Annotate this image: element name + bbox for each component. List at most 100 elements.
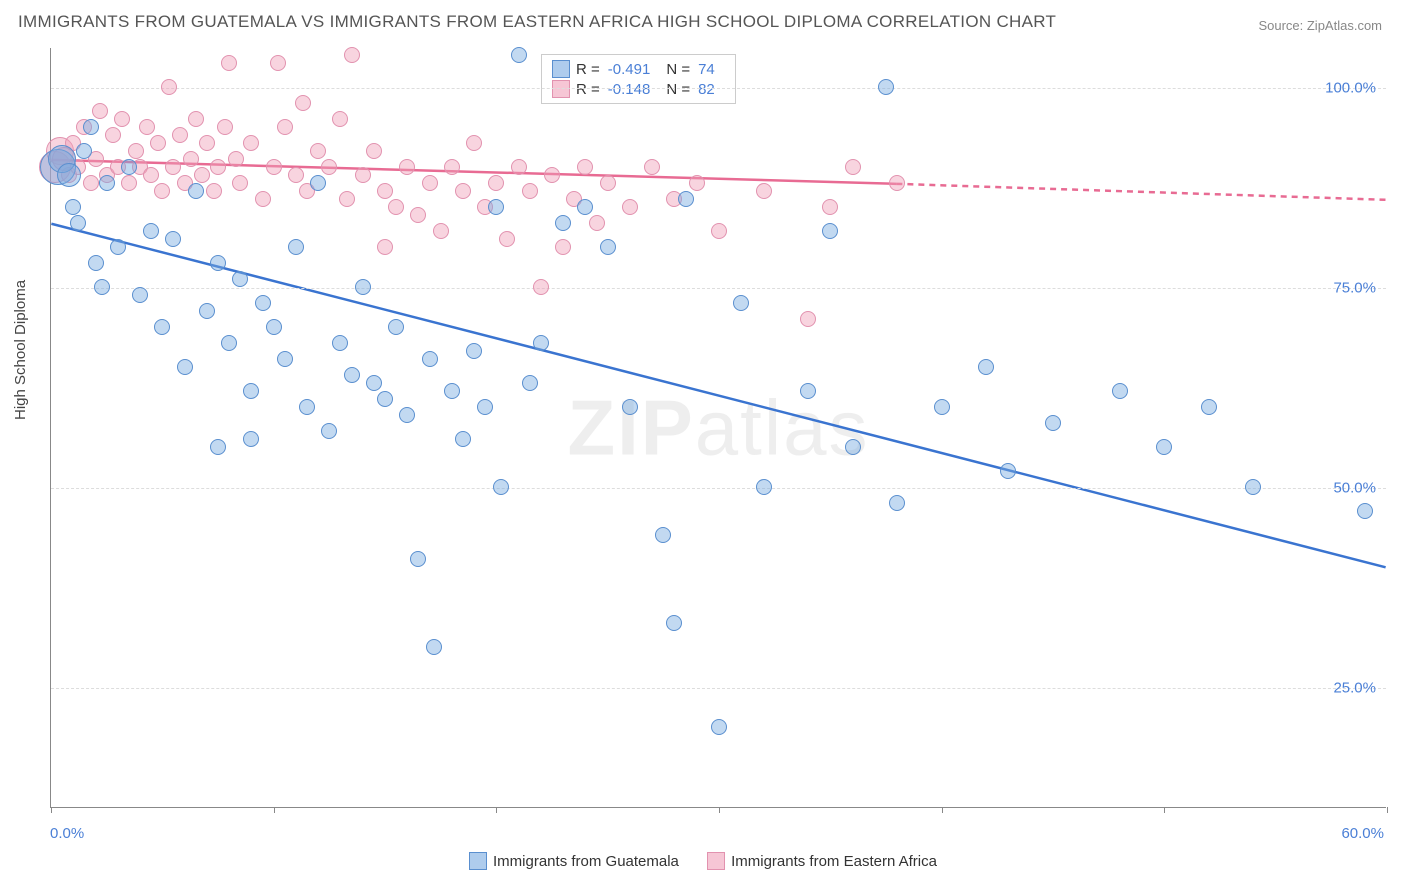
watermark: ZIPatlas [567,382,869,473]
data-point [756,183,772,199]
data-point [299,399,315,415]
x-tick [51,807,52,813]
data-point [1156,439,1172,455]
gridline [51,288,1386,289]
data-point [128,143,144,159]
gridline [51,688,1386,689]
data-point [70,215,86,231]
r-label: R = [576,81,600,98]
data-point [433,223,449,239]
data-point [377,183,393,199]
data-point [800,311,816,327]
data-point [288,167,304,183]
data-point [321,159,337,175]
data-point [266,159,282,175]
data-point [878,79,894,95]
data-point [555,215,571,231]
trend-lines [51,48,1386,807]
data-point [221,335,237,351]
data-point [889,495,905,511]
data-point [455,431,471,447]
x-tick [274,807,275,813]
data-point [150,135,166,151]
data-point [488,175,504,191]
data-point [228,151,244,167]
data-point [344,367,360,383]
r-value-eastern-africa: -0.148 [608,81,651,98]
data-point [1112,383,1128,399]
data-point [622,399,638,415]
data-point [388,319,404,335]
n-label: N = [666,81,690,98]
data-point [399,407,415,423]
swatch-eastern-africa-icon [707,852,725,870]
x-tick-max: 60.0% [1341,825,1384,842]
data-point [143,167,159,183]
y-tick-label: 25.0% [1333,680,1376,697]
data-point [188,183,204,199]
data-point [243,135,259,151]
y-tick-label: 75.0% [1333,280,1376,297]
data-point [689,175,705,191]
n-label: N = [666,61,690,78]
data-point [177,359,193,375]
data-point [978,359,994,375]
data-point [332,335,348,351]
data-point [466,343,482,359]
data-point [110,239,126,255]
data-point [255,295,271,311]
data-point [444,159,460,175]
data-point [1201,399,1217,415]
data-point [1245,479,1261,495]
data-point [522,183,538,199]
data-point [845,439,861,455]
data-point [339,191,355,207]
x-tick-min: 0.0% [50,825,84,842]
data-point [644,159,660,175]
source-label: Source: ZipAtlas.com [1258,18,1382,33]
data-point [1357,503,1373,519]
data-point [600,239,616,255]
data-point [344,47,360,63]
data-point [121,159,137,175]
data-point [183,151,199,167]
data-point [188,111,204,127]
data-point [243,383,259,399]
data-point [232,271,248,287]
data-point [92,103,108,119]
data-point [143,223,159,239]
data-point [410,551,426,567]
data-point [194,167,210,183]
data-point [422,351,438,367]
data-point [934,399,950,415]
data-point [154,183,170,199]
data-point [217,119,233,135]
plot-area: ZIPatlas R = -0.491 N = 74 R = -0.148 N … [50,48,1386,808]
data-point [577,159,593,175]
swatch-eastern-africa-icon [552,80,570,98]
data-point [232,175,248,191]
data-point [678,191,694,207]
data-point [172,127,188,143]
x-tick [496,807,497,813]
series-legend: Immigrants from Guatemala Immigrants fro… [0,852,1406,874]
data-point [83,175,99,191]
data-point [210,439,226,455]
data-point [161,79,177,95]
data-point [210,255,226,271]
data-point [310,143,326,159]
data-point [1000,463,1016,479]
data-point [295,95,311,111]
data-point [377,239,393,255]
legend-eastern-africa-label: Immigrants from Eastern Africa [731,853,937,870]
data-point [310,175,326,191]
data-point [822,223,838,239]
swatch-guatemala-icon [469,852,487,870]
data-point [377,391,393,407]
data-point [255,191,271,207]
data-point [577,199,593,215]
data-point [889,175,905,191]
data-point [444,383,460,399]
x-tick [719,807,720,813]
data-point [756,479,772,495]
